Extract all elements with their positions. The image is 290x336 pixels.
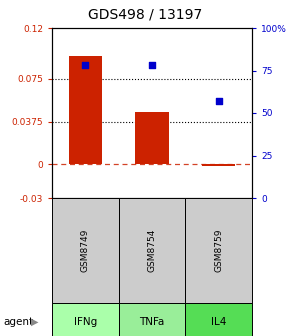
Text: GSM8759: GSM8759: [214, 229, 223, 272]
Text: IFNg: IFNg: [74, 317, 97, 327]
Text: TNFa: TNFa: [139, 317, 165, 327]
Text: agent: agent: [3, 317, 33, 327]
Point: [216, 98, 221, 104]
Point: [150, 63, 154, 68]
Text: GSM8749: GSM8749: [81, 229, 90, 272]
Bar: [69, 56, 102, 164]
Text: ▶: ▶: [31, 317, 38, 327]
Point: [83, 63, 88, 68]
Bar: [202, 164, 235, 166]
Text: GDS498 / 13197: GDS498 / 13197: [88, 7, 202, 21]
Text: IL4: IL4: [211, 317, 226, 327]
Text: GSM8754: GSM8754: [148, 229, 157, 272]
Bar: [135, 112, 169, 164]
